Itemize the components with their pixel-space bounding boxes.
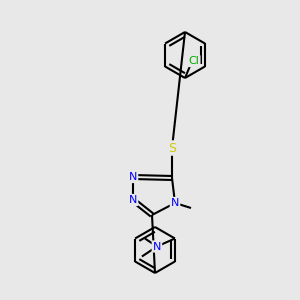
Text: Cl: Cl [189,56,200,66]
Text: N: N [171,198,179,208]
Text: N: N [129,195,137,205]
Text: S: S [168,142,176,154]
Text: N: N [153,242,161,251]
Text: N: N [129,172,137,182]
